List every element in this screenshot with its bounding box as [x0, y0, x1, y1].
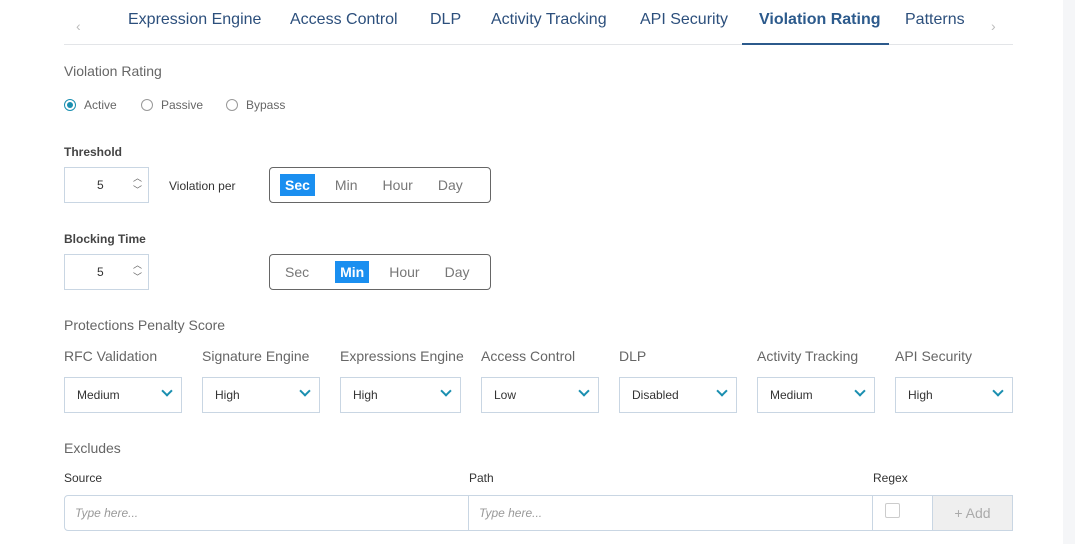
tab-patterns[interactable]: Patterns	[905, 11, 965, 28]
radio-label: Active	[84, 98, 117, 112]
radio-passive[interactable]: Passive	[141, 98, 203, 112]
chevron-down-icon	[578, 385, 590, 397]
radio-icon	[141, 99, 153, 111]
penalty-value: Low	[494, 388, 517, 402]
threshold-label: Threshold	[64, 145, 123, 159]
section-title: Violation Rating	[64, 63, 162, 79]
scrollbar-track	[1063, 0, 1075, 544]
chevron-down-icon	[992, 385, 1004, 397]
spin-arrows-icon[interactable]: ︿ ﹀	[132, 173, 142, 195]
tab-activity-tracking[interactable]: Activity Tracking	[491, 11, 607, 28]
unit-sec[interactable]: Sec	[285, 264, 310, 280]
unit-min[interactable]: Min	[335, 261, 370, 283]
threshold-value: 5	[97, 178, 104, 192]
penalty-value: High	[353, 388, 378, 402]
unit-sec[interactable]: Sec	[280, 174, 315, 196]
penalty-label: Signature Engine	[202, 348, 310, 364]
penalty-label: DLP	[619, 348, 647, 364]
penalty-value: Disabled	[632, 388, 679, 402]
radio-icon	[226, 99, 238, 111]
penalty-label: RFC Validation	[64, 348, 158, 364]
penalty-label: Access Control	[481, 348, 576, 364]
regex-label: Regex	[873, 471, 908, 485]
radio-label: Passive	[161, 98, 204, 112]
unit-day[interactable]: Day	[444, 264, 470, 280]
active-tab-indicator	[742, 43, 889, 45]
radio-label: Bypass	[246, 98, 286, 112]
penalty-label: Expressions Engine	[340, 348, 464, 364]
chevron-down-icon	[440, 385, 452, 397]
unit-hour[interactable]: Hour	[389, 264, 420, 280]
tabs-divider	[64, 44, 1013, 45]
path-input[interactable]: Type here...	[468, 495, 873, 531]
penalty-value: High	[215, 388, 240, 402]
spin-arrows-icon[interactable]: ︿ ﹀	[132, 260, 142, 282]
chevron-down-icon	[716, 385, 728, 397]
source-input[interactable]: Type here...	[64, 495, 469, 531]
penalty-label: API Security	[895, 348, 973, 364]
radio-bypass[interactable]: Bypass	[226, 98, 285, 112]
penalty-select[interactable]: High	[895, 377, 1013, 413]
threshold-unit-selector[interactable]: Sec Min Hour Day	[269, 167, 491, 203]
source-label: Source	[64, 471, 103, 485]
blocking-time-label: Blocking Time	[64, 232, 146, 246]
chevron-down-icon	[299, 385, 311, 397]
penalty-select[interactable]: Low	[481, 377, 599, 413]
tab-dlp[interactable]: DLP	[430, 11, 462, 28]
excludes-title: Excludes	[64, 440, 121, 456]
unit-day[interactable]: Day	[437, 177, 463, 193]
penalty-select[interactable]: High	[340, 377, 461, 413]
tab-expression-engine[interactable]: Expression Engine	[128, 11, 262, 28]
penalty-label: Activity Tracking	[757, 348, 859, 364]
radio-icon-checked	[64, 99, 76, 111]
unit-min[interactable]: Min	[334, 177, 358, 193]
penalty-select[interactable]: Disabled	[619, 377, 737, 413]
tabs-next-icon[interactable]: ›	[991, 18, 996, 34]
unit-hour[interactable]: Hour	[382, 177, 413, 193]
tabs-prev-icon[interactable]: ‹	[76, 18, 81, 34]
regex-checkbox[interactable]	[885, 502, 900, 518]
chevron-down-icon	[854, 385, 866, 397]
penalty-select[interactable]: Medium	[757, 377, 875, 413]
penalty-select[interactable]: High	[202, 377, 320, 413]
penalty-value: Medium	[770, 388, 813, 402]
penalty-title: Protections Penalty Score	[64, 317, 226, 333]
threshold-stepper[interactable]: 5 ︿ ﹀	[64, 167, 149, 203]
penalty-value: High	[908, 388, 933, 402]
path-label: Path	[469, 471, 494, 485]
blocking-time-stepper[interactable]: 5 ︿ ﹀	[64, 254, 149, 290]
tab-violation-rating[interactable]: Violation Rating	[759, 11, 881, 28]
tab-access-control[interactable]: Access Control	[290, 11, 398, 28]
blocking-value: 5	[97, 265, 104, 279]
penalty-value: Medium	[77, 388, 120, 402]
tab-api-security[interactable]: API Security	[640, 11, 729, 28]
chevron-down-icon	[161, 385, 173, 397]
radio-active[interactable]: Active	[64, 98, 117, 112]
penalty-select[interactable]: Medium	[64, 377, 182, 413]
violation-per-label: Violation per	[169, 179, 236, 193]
blocking-unit-selector[interactable]: Sec Min Hour Day	[269, 254, 491, 290]
add-button[interactable]: + Add	[932, 495, 1013, 531]
regex-cell	[872, 495, 933, 531]
